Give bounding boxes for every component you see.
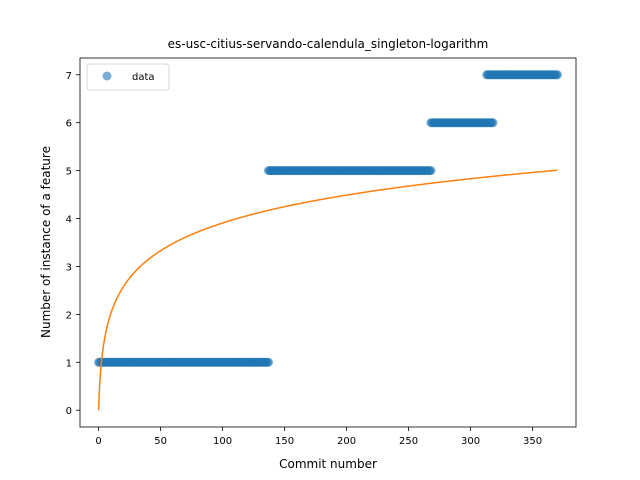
series-data-points: [94, 70, 562, 367]
data-point: [488, 118, 498, 128]
x-tick-label: 200: [337, 436, 356, 447]
data-point: [426, 166, 436, 176]
y-tick-label: 6: [66, 119, 72, 130]
y-tick-label: 2: [66, 310, 72, 321]
x-axis-label: Commit number: [279, 457, 377, 471]
x-tick-label: 0: [95, 436, 101, 447]
chart-title: es-usc-citius-servando-calendula_singlet…: [168, 37, 489, 51]
y-tick-label: 1: [66, 358, 72, 369]
y-tick-label: 7: [66, 71, 72, 82]
x-axis-ticks: 0 50 100 150 200 250 300 350: [95, 427, 542, 447]
legend-box: [86, 63, 170, 91]
legend: data: [86, 63, 170, 91]
y-tick-label: 3: [66, 262, 72, 273]
y-axis-label: Number of instance of a feature: [39, 146, 53, 338]
y-tick-label: 5: [66, 167, 72, 178]
fit-line: [97, 169, 558, 411]
data-point: [263, 357, 273, 367]
y-tick-label: 0: [66, 406, 72, 417]
y-axis-ticks: 0 1 2 3 4 5 6 7: [66, 71, 80, 417]
data-point: [552, 70, 562, 80]
x-tick-label: 250: [399, 436, 418, 447]
axes-frame: [79, 57, 577, 428]
y-tick-label: 4: [66, 215, 72, 226]
plot-area: [94, 70, 562, 411]
x-tick-label: 350: [523, 436, 542, 447]
x-tick-label: 300: [461, 436, 480, 447]
legend-label-data: data: [132, 72, 155, 83]
legend-marker-data: [102, 71, 112, 81]
x-tick-label: 100: [213, 436, 232, 447]
x-tick-label: 150: [275, 436, 294, 447]
x-tick-label: 50: [154, 436, 167, 447]
